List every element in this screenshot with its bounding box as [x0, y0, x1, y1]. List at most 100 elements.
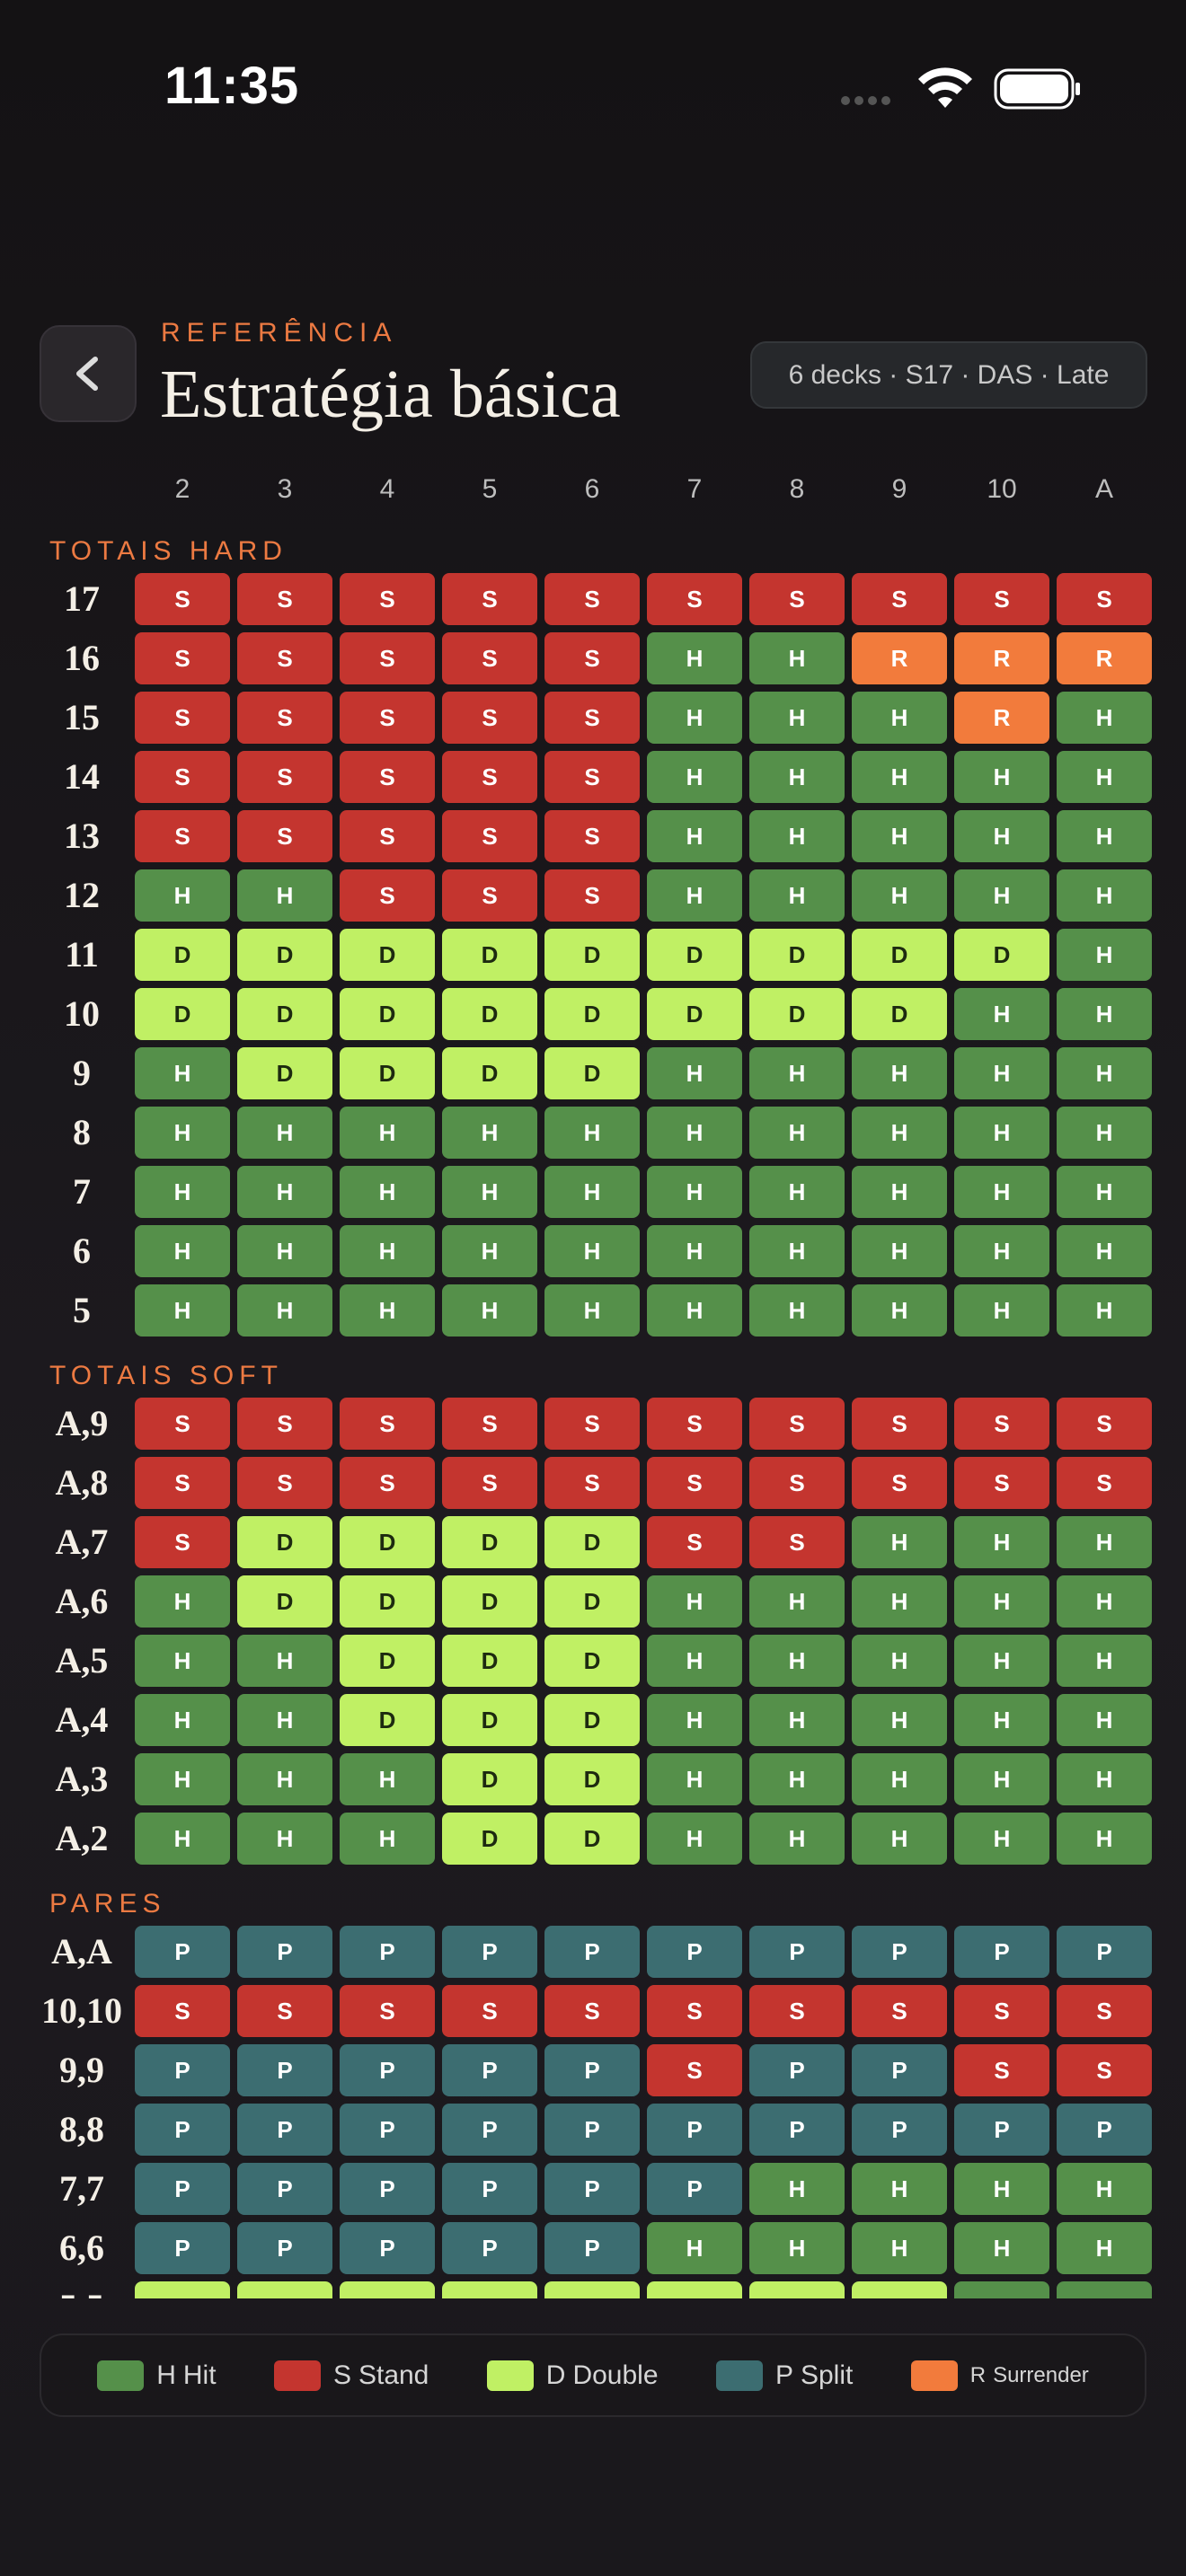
cell: H: [135, 1813, 230, 1865]
cell: H: [954, 869, 1049, 922]
cell: S: [749, 1516, 845, 1568]
row-label: 16: [64, 638, 100, 678]
cell: S: [544, 1398, 640, 1450]
column-header: 3: [277, 474, 293, 504]
cell: S: [954, 1985, 1049, 2037]
cell: D: [442, 1635, 537, 1687]
cell: P: [1057, 1926, 1152, 1978]
cell: P: [544, 2044, 640, 2096]
cell: S: [340, 810, 435, 862]
cell: S: [340, 869, 435, 922]
cell: H: [954, 1284, 1049, 1337]
column-header: A: [1094, 474, 1113, 504]
legend-swatch: [910, 2360, 958, 2391]
cell: H: [135, 1047, 230, 1099]
cell: D: [340, 2281, 435, 2298]
cell: H: [852, 2163, 947, 2215]
cell: P: [135, 1926, 230, 1978]
cell: P: [340, 2163, 435, 2215]
cell: D: [647, 929, 742, 981]
cell: H: [442, 1225, 537, 1277]
cell: H: [647, 1635, 742, 1687]
cell: H: [237, 1225, 332, 1277]
cell: S: [1057, 2044, 1152, 2096]
cell: D: [442, 1047, 537, 1099]
cell: P: [544, 2222, 640, 2274]
cell: H: [237, 869, 332, 922]
cell: D: [852, 2281, 947, 2298]
cell: H: [544, 1107, 640, 1159]
cell: D: [544, 1516, 640, 1568]
cell: S: [135, 751, 230, 803]
cell: P: [954, 1926, 1049, 1978]
cell: D: [544, 1694, 640, 1746]
cell: D: [442, 988, 537, 1040]
cell: H: [852, 692, 947, 744]
cell: S: [442, 810, 537, 862]
cell: H: [749, 1284, 845, 1337]
cell: H: [954, 1225, 1049, 1277]
cell: P: [647, 2104, 742, 2156]
legend-item: H Hit: [97, 2360, 217, 2391]
row-label: 12: [64, 875, 100, 915]
cell: H: [749, 1166, 845, 1218]
legend-swatch: [97, 2360, 145, 2391]
cell: P: [442, 1926, 537, 1978]
cell: D: [237, 929, 332, 981]
cell: H: [749, 1813, 845, 1865]
legend-code: H: [156, 2360, 176, 2390]
cell: H: [1057, 1107, 1152, 1159]
cell: H: [954, 1166, 1049, 1218]
cell: P: [135, 2044, 230, 2096]
legend-label: Split: [800, 2360, 854, 2390]
cell: S: [544, 692, 640, 744]
cell: S: [852, 1985, 947, 2037]
row-label: 15: [64, 697, 100, 737]
row-label: 11: [65, 934, 99, 975]
eyebrow: REFERÊNCIA: [161, 318, 398, 348]
cell: S: [544, 1985, 640, 2037]
cell: P: [442, 2163, 537, 2215]
cell: D: [544, 1635, 640, 1687]
column-header: 4: [379, 474, 395, 504]
row-label: 5,5: [14, 2286, 149, 2298]
cell: H: [749, 1635, 845, 1687]
cell: H: [237, 1284, 332, 1337]
row-label: 9,9: [59, 2050, 104, 2090]
legend: H Hit S Stand D Double P Split R Surrender: [40, 2333, 1146, 2417]
cell: S: [442, 869, 537, 922]
cell: R: [852, 632, 947, 684]
cell: S: [340, 692, 435, 744]
cell: P: [1057, 2104, 1152, 2156]
cell: H: [135, 1107, 230, 1159]
cell: S: [544, 573, 640, 625]
cell: D: [340, 988, 435, 1040]
cell: H: [954, 1516, 1049, 1568]
cell: H: [749, 692, 845, 744]
cell: H: [852, 1575, 947, 1628]
cell: H: [954, 988, 1049, 1040]
cell: P: [135, 2104, 230, 2156]
cell: H: [954, 810, 1049, 862]
cell: H: [749, 751, 845, 803]
cell: H: [647, 1694, 742, 1746]
back-button[interactable]: [40, 325, 137, 422]
cell: H: [1057, 810, 1152, 862]
cell: H: [237, 1813, 332, 1865]
cell: H: [135, 1575, 230, 1628]
cell: D: [749, 929, 845, 981]
cell: S: [340, 751, 435, 803]
legend-label: Surrender: [993, 2362, 1089, 2387]
cell: H: [135, 1225, 230, 1277]
cell: S: [852, 573, 947, 625]
cell: D: [340, 1516, 435, 1568]
cell: H: [135, 1753, 230, 1805]
cell: S: [544, 869, 640, 922]
cell: S: [340, 1457, 435, 1509]
cell: D: [135, 2281, 230, 2298]
cell: H: [1057, 1284, 1152, 1337]
cell: D: [340, 1635, 435, 1687]
cell: H: [340, 1225, 435, 1277]
cell: S: [544, 632, 640, 684]
cell: H: [852, 1516, 947, 1568]
